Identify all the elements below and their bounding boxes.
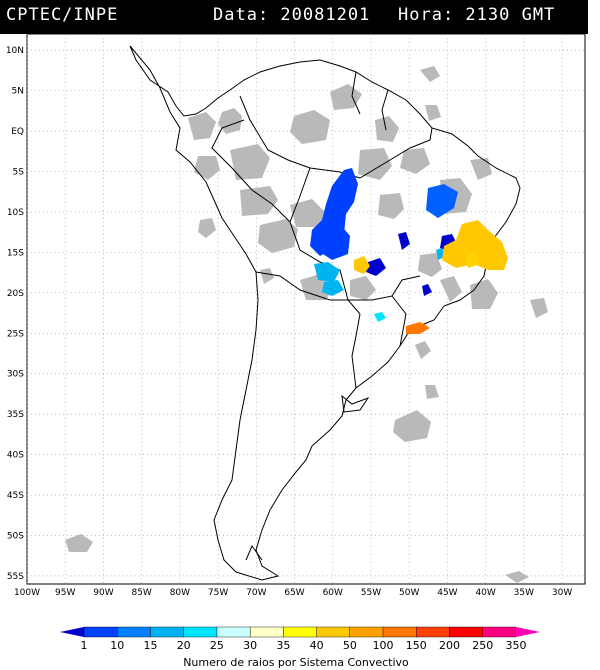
legend-level-label: 250	[472, 639, 493, 652]
legend-caption: Numero de raios por Sistema Convectivo	[183, 656, 409, 669]
legend-swatch	[416, 626, 450, 638]
legend-level-label: 1	[81, 639, 88, 652]
legend-level-label: 35	[276, 639, 290, 652]
lon-tick-label: 85W	[131, 588, 151, 598]
gridlines	[26, 34, 585, 584]
lon-tick-label: 30W	[552, 588, 572, 598]
lat-tick-label: 45S	[7, 491, 24, 501]
lat-tick-label: 5N	[12, 87, 24, 97]
legend-level-label: 150	[406, 639, 427, 652]
legend-swatch	[382, 626, 417, 638]
lon-tick-label: 80W	[170, 588, 190, 598]
legend-swatch	[249, 626, 284, 638]
coastlines	[129, 45, 521, 581]
legend-swatch	[283, 626, 317, 638]
lat-tick-label: EQ	[11, 127, 24, 137]
legend-swatch	[349, 626, 384, 638]
lat-tick-label: 50S	[7, 531, 24, 541]
lat-tick-label: 25S	[7, 329, 24, 339]
lat-tick-label: 20S	[7, 289, 24, 299]
convective-systems	[310, 168, 508, 334]
legend-level-label: 30	[243, 639, 257, 652]
lon-tick-label: 90W	[93, 588, 113, 598]
lon-tick-label: 35W	[514, 588, 534, 598]
legend-swatch	[516, 627, 540, 637]
legend-swatch	[83, 626, 118, 638]
lon-tick-label: 95W	[55, 588, 75, 598]
lat-tick-label: 30S	[7, 370, 24, 380]
title-bar: CPTEC/INPE Data: 20081201 Hora: 2130 GMT	[0, 0, 588, 34]
legend-level-label: 50	[343, 639, 357, 652]
lon-tick-label: 70W	[246, 588, 266, 598]
legend-level-label: 350	[506, 639, 527, 652]
legend-swatch	[482, 626, 517, 638]
lon-tick-label: 60W	[323, 588, 343, 598]
legend-swatch	[117, 626, 151, 638]
legend-swatch	[150, 626, 184, 638]
lat-tick-label: 15S	[7, 248, 24, 258]
legend: 1 10 15 20 25 30 35 40 50 100 150 200 250 350 Numero …	[60, 626, 540, 669]
legend-swatch	[449, 626, 483, 638]
lon-tick-label: 40W	[475, 588, 495, 598]
axis-ticks: 10N 5N EQ 5S 10S 15S 20S 25S 30S 35S 40S 45S 50S 55S 1…	[6, 46, 573, 598]
legend-labels: 1 10 15 20 25 30 35 40 50 100 150 200 250 350	[81, 639, 527, 652]
lat-tick-label: 55S	[7, 572, 24, 582]
legend-swatch	[183, 626, 218, 638]
lon-tick-label: 75W	[208, 588, 228, 598]
legend-level-label: 200	[439, 639, 460, 652]
lat-tick-label: 35S	[7, 410, 24, 420]
time-label: Hora: 2130 GMT	[398, 5, 556, 25]
lat-tick-label: 10N	[6, 46, 24, 56]
lon-tick-label: 45W	[437, 588, 457, 598]
lon-tick-label: 65W	[284, 588, 304, 598]
legend-swatch	[316, 626, 351, 638]
legend-level-label: 100	[373, 639, 394, 652]
date-label: Data: 20081201	[213, 5, 371, 25]
legend-colorbar	[60, 626, 540, 638]
legend-swatch	[216, 626, 251, 638]
lon-tick-label: 100W	[14, 588, 40, 598]
legend-level-label: 20	[177, 639, 191, 652]
legend-level-label: 40	[310, 639, 324, 652]
agency-label: CPTEC/INPE	[6, 5, 119, 25]
lat-tick-label: 40S	[7, 451, 24, 461]
legend-level-label: 10	[110, 639, 124, 652]
legend-swatch	[60, 627, 84, 637]
lat-tick-label: 5S	[13, 168, 25, 178]
lon-tick-label: 55W	[361, 588, 381, 598]
lon-tick-label: 50W	[399, 588, 419, 598]
legend-level-label: 15	[143, 639, 157, 652]
lat-tick-label: 10S	[7, 208, 24, 218]
legend-level-label: 25	[210, 639, 224, 652]
